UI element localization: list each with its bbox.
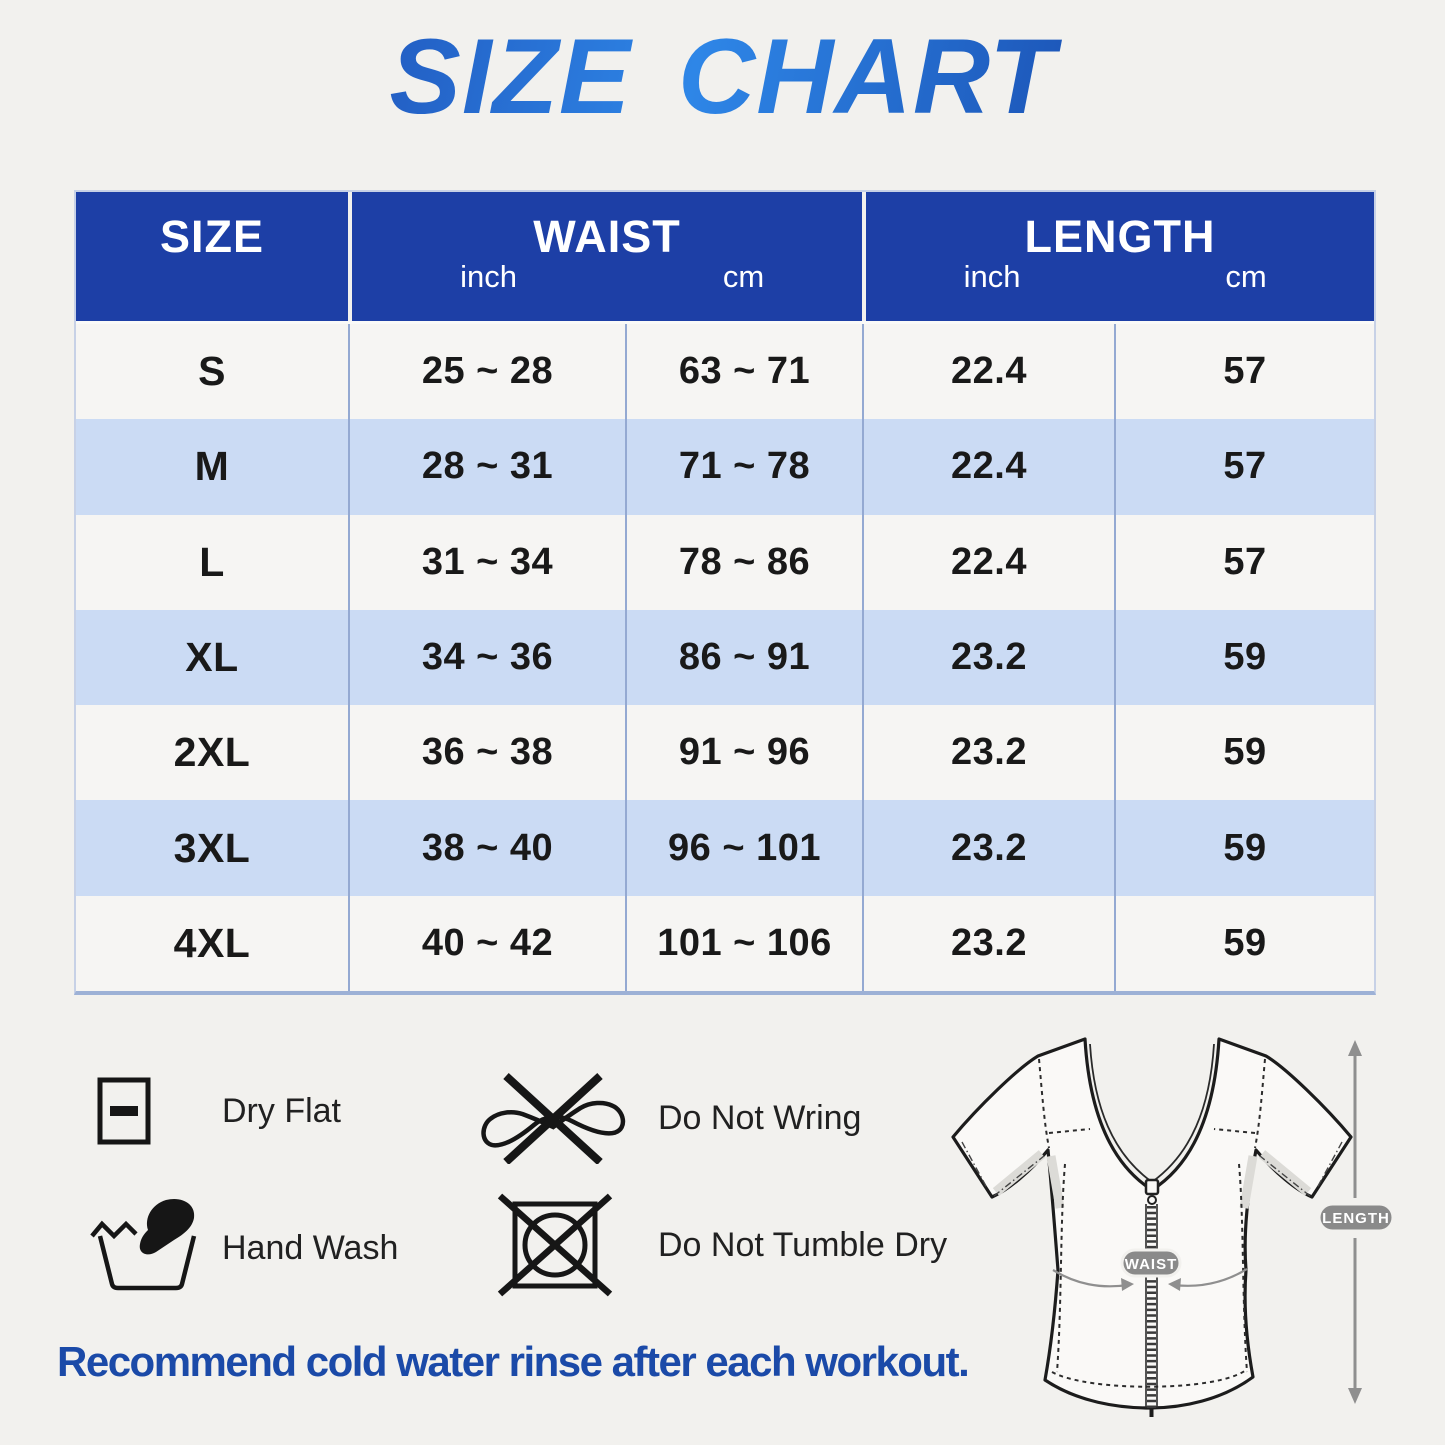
- waist-unit-row: inch cm: [352, 260, 862, 293]
- size-cell: XL: [185, 634, 239, 681]
- hand-wash-icon: [90, 1198, 197, 1291]
- table-header: SIZE WAIST inch cm LENGTH inch cm: [76, 192, 1374, 324]
- size-cell: M: [194, 443, 230, 490]
- size-cell: L: [199, 538, 225, 585]
- dry-flat-icon: [97, 1077, 151, 1145]
- column-header-length: LENGTH: [1024, 211, 1216, 262]
- waist-inch-cell: 25 ~ 28: [348, 324, 625, 420]
- waist-unit-cm: cm: [722, 259, 765, 294]
- length-inch-cell: 22.4: [862, 514, 1114, 610]
- waist-tag: [1120, 1248, 1182, 1278]
- length-cm-cell: 57: [1114, 514, 1374, 610]
- zipper-slider: [1144, 1178, 1160, 1196]
- waist-cm-cell: 101 ~ 106: [625, 895, 862, 992]
- waist-inch-cell: 34 ~ 36: [348, 609, 625, 706]
- care-label: Dry Flat: [222, 1091, 341, 1130]
- care-label: Do Not Tumble Dry: [658, 1225, 948, 1264]
- size-cell: 4XL: [173, 919, 251, 966]
- waist-cm-cell: 63 ~ 71: [625, 324, 862, 420]
- waist-unit-inch: inch: [460, 259, 517, 294]
- length-inch-cell: 23.2: [862, 895, 1114, 992]
- length-cm-cell: 57: [1114, 324, 1374, 420]
- waist-cm-cell: 96 ~ 101: [625, 800, 862, 896]
- care-item-do-not-tumble-dry: Do Not Tumble Dry: [488, 1192, 947, 1298]
- care-item-do-not-wring: Do Not Wring: [476, 1072, 861, 1164]
- table-row-m: M 28 ~ 31 71 ~ 78 22.4 57: [76, 419, 1374, 515]
- care-label: Do Not Wring: [658, 1098, 862, 1137]
- table-body: S 25 ~ 28 63 ~ 71 22.4 57 M 28 ~ 31 71 ~…: [76, 324, 1374, 992]
- table-row-2xl: 2XL 36 ~ 38 91 ~ 96 23.2 59: [76, 705, 1374, 801]
- length-cm-cell: 59: [1114, 609, 1374, 706]
- care-item-dry-flat: Dry Flat: [96, 1076, 341, 1146]
- column-group-size: SIZE: [76, 192, 348, 321]
- do-not-tumble-dry-icon: [497, 1193, 613, 1297]
- table-row-3xl: 3XL 38 ~ 40 96 ~ 101 23.2 59: [76, 800, 1374, 896]
- length-tag-label: LENGTH: [1322, 1210, 1390, 1227]
- length-cm-cell: 59: [1114, 800, 1374, 896]
- care-label: Hand Wash: [222, 1228, 399, 1267]
- column-header-waist: WAIST: [533, 211, 681, 262]
- size-chart-table: SIZE WAIST inch cm LENGTH inch cm S 25: [74, 190, 1376, 996]
- waist-cm-cell: 86 ~ 91: [625, 609, 862, 706]
- length-cm-cell: 57: [1114, 419, 1374, 515]
- size-cell: 3XL: [173, 824, 251, 871]
- waist-tag-label: WAIST: [1125, 1256, 1178, 1273]
- length-unit-cm: cm: [1225, 259, 1267, 294]
- column-header-size: SIZE: [159, 211, 265, 262]
- size-cell: 2XL: [173, 729, 251, 776]
- table-row-4xl: 4XL 40 ~ 42 101 ~ 106 23.2 59: [76, 895, 1374, 992]
- table-row-xl: XL 34 ~ 36 86 ~ 91 23.2 59: [76, 609, 1374, 706]
- waist-cm-cell: 78 ~ 86: [625, 514, 862, 610]
- column-group-length: LENGTH inch cm: [862, 192, 1374, 321]
- column-group-waist: WAIST inch cm: [348, 192, 862, 321]
- waist-inch-cell: 28 ~ 31: [348, 419, 625, 515]
- table-row-s: S 25 ~ 28 63 ~ 71 22.4 57: [76, 324, 1374, 420]
- length-cm-cell: 59: [1114, 705, 1374, 801]
- garment-measure-diagram: WAIST LENGTH: [951, 1037, 1395, 1417]
- page-title: SIZE CHART: [0, 14, 1445, 138]
- length-cm-cell: 59: [1114, 895, 1374, 992]
- waist-cm-cell: 71 ~ 78: [625, 419, 862, 515]
- care-item-hand-wash: Hand Wash: [90, 1196, 398, 1300]
- waist-inch-cell: 36 ~ 38: [348, 705, 625, 801]
- length-inch-cell: 23.2: [862, 800, 1114, 896]
- length-inch-cell: 23.2: [862, 705, 1114, 801]
- length-unit-row: inch cm: [866, 260, 1374, 293]
- footer-note: Recommend cold water rinse after each wo…: [57, 1338, 970, 1385]
- waist-inch-cell: 40 ~ 42: [348, 895, 625, 992]
- waist-inch-cell: 31 ~ 34: [348, 514, 625, 610]
- length-inch-cell: 22.4: [862, 324, 1114, 420]
- size-cell: S: [198, 348, 226, 395]
- do-not-wring-icon: [481, 1073, 626, 1164]
- length-inch-cell: 22.4: [862, 419, 1114, 515]
- table-row-l: L 31 ~ 34 78 ~ 86 22.4 57: [76, 514, 1374, 610]
- length-tag: [1317, 1202, 1395, 1233]
- waist-inch-cell: 38 ~ 40: [348, 800, 625, 896]
- waist-cm-cell: 91 ~ 96: [625, 705, 862, 801]
- length-unit-inch: inch: [963, 259, 1021, 294]
- length-inch-cell: 23.2: [862, 609, 1114, 706]
